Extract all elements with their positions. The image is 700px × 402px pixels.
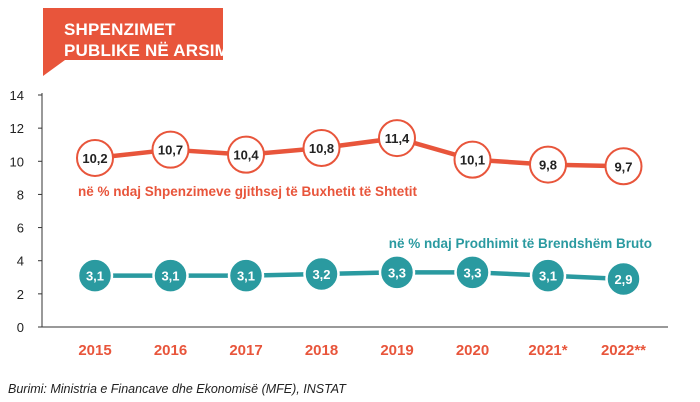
y-tick-label: 12 [10,121,24,136]
chart-title-line-2: PUBLIKE NË ARSIM [64,41,230,60]
data-point [454,254,491,291]
y-tick-label: 0 [17,320,24,335]
data-label: 10,2 [82,151,107,166]
x-tick-label: 2020 [456,342,489,359]
x-tick-label: 2016 [154,342,187,359]
y-tick-label: 2 [17,287,24,302]
data-point [378,254,416,291]
data-point [529,145,567,184]
y-tick-label: 8 [17,187,24,202]
data-point [151,130,190,169]
chart-title-banner [43,8,223,76]
data-point [529,257,567,294]
series-label: në % ndaj Prodhimit të Brendshëm Bruto [389,236,652,251]
x-tick-label: 2022** [601,342,646,359]
data-label: 3,3 [463,265,481,280]
x-tick-label: 2015 [78,342,111,359]
data-label: 10,1 [460,153,485,168]
data-label: 9,8 [539,158,557,173]
data-label: 11,4 [385,131,410,146]
y-tick-label: 4 [17,254,24,269]
data-label: 10,4 [233,148,259,163]
data-label: 2,9 [614,272,632,287]
y-tick-label: 10 [10,154,24,169]
data-point [227,135,265,174]
data-point [76,257,114,294]
data-label: 3,1 [539,269,557,284]
data-label: 9,7 [614,159,632,174]
data-label: 3,1 [161,269,179,284]
chart-title-line-1: SHPENZIMET [64,20,176,39]
data-point [604,147,643,186]
x-tick-label: 2018 [305,342,338,359]
data-label: 3,2 [312,267,330,282]
data-point [605,260,642,298]
data-label: 10,7 [158,143,183,158]
data-label: 10,8 [309,141,334,156]
data-point [453,140,492,179]
data-point [378,119,416,158]
series-label: në % ndaj Shpenzimeve gjithsej të Buxhet… [78,184,418,199]
x-tick-label: 2019 [380,342,413,359]
x-tick-label: 2017 [229,342,262,359]
x-tick-label: 2021* [528,342,567,359]
data-label: 3,3 [388,265,406,280]
data-label: 3,1 [237,269,255,284]
data-label: 3,1 [86,269,104,284]
data-point [227,257,265,294]
data-point [76,138,114,177]
data-point [303,255,340,293]
y-tick-label: 6 [17,221,24,236]
chart-source-note: Burimi: Ministria e Financave dhe Ekonom… [8,382,346,396]
y-tick-label: 14 [10,88,24,103]
data-point [152,257,189,294]
data-point [302,129,341,168]
